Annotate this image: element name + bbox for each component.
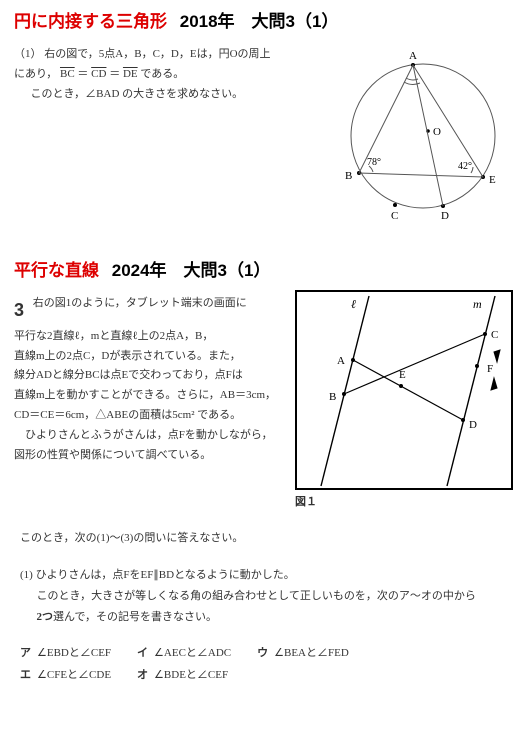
- p3: 直線m上の2点C，Dが表示されている。また，: [14, 350, 241, 362]
- q1-line1: 右の図で，5点A，B，C，D，Eは，円Oの周上: [44, 48, 270, 60]
- choices: ア ∠EBDと∠CEF イ ∠AECと∠ADC ウ ∠BEAと∠FED エ ∠CFEと∠…: [14, 642, 513, 686]
- ch-b-lab: イ: [137, 647, 148, 659]
- eq1: ＝: [77, 68, 88, 80]
- lbl-C: C: [391, 210, 398, 221]
- q1-l2: このとき，大きさが等しくなる角の組み合わせとして正しいものを，次のア〜オの中から: [37, 590, 476, 602]
- lbl-C2: C: [491, 329, 498, 341]
- ch-c: ∠BEAと∠FED: [274, 647, 349, 659]
- lbl-B2: B: [329, 391, 336, 403]
- line-m: [447, 296, 495, 486]
- eq2: ＝: [109, 68, 120, 80]
- q1-line2a: にあり，: [14, 68, 57, 80]
- q1-label: （1）: [14, 48, 42, 60]
- seg-AD: [353, 360, 463, 420]
- lbl-l: ℓ: [351, 297, 356, 311]
- p8: 図形の性質や関係について調べている。: [14, 449, 211, 461]
- p5: 直線m上を動かすことができる。さらに，AB＝3cm，: [14, 389, 276, 401]
- fig-caption: 図１: [295, 494, 513, 512]
- p6: CD＝CE＝6cm，△ABEの面積は5cm² である。: [14, 409, 241, 421]
- lbl-B: B: [345, 170, 352, 182]
- lbl-F2: F: [487, 363, 493, 375]
- problem-text-2: 3 右の図1のように，タブレット端末の画面に 平行な2直線ℓ，mと直線ℓ上の2点…: [14, 290, 283, 512]
- figure-wrap: ℓ m A B C D: [295, 290, 513, 512]
- p1: 右の図1のように，タブレット端末の画面に: [33, 297, 247, 309]
- ch-b: ∠AECと∠ADC: [154, 647, 231, 659]
- title-black-1: 2018年 大問3（1）: [180, 12, 339, 31]
- section-parallel: 平行な直線 2024年 大問3（1） 3 右の図1のように，タブレット端末の画面…: [0, 249, 527, 693]
- ch-e-lab: オ: [137, 669, 148, 681]
- lbl-D: D: [441, 210, 449, 221]
- q1-line3: このとき，∠BAD の大きさを求めなさい。: [31, 88, 244, 100]
- ch-d-lab: エ: [20, 669, 31, 681]
- intro-line: このとき，次の(1)〜(3)の問いに答えなさい。: [14, 528, 513, 549]
- problem-text-1: （1） 右の図で，5点A，B，C，D，Eは，円Oの周上 にあり， BC ＝ CD…: [14, 41, 323, 221]
- heading-2: 平行な直線 2024年 大問3（1）: [14, 257, 513, 284]
- q1-line2b: である。: [140, 68, 184, 80]
- q1-l1: ひよりさんは，点FをEF∥BDとなるように動かした。: [36, 569, 295, 581]
- seg-BC: [344, 334, 485, 394]
- title-red-1: 円に内接する三角形: [14, 12, 167, 31]
- title-black-2: 2024年 大問3（1）: [112, 261, 271, 280]
- arrow-up: [494, 350, 500, 362]
- lbl-m: m: [473, 297, 482, 311]
- lbl-A2: A: [337, 355, 345, 367]
- lbl-D2: D: [469, 419, 477, 431]
- row-2: 3 右の図1のように，タブレット端末の画面に 平行な2直線ℓ，mと直線ℓ上の2点…: [14, 290, 513, 512]
- tri-lines: [359, 65, 483, 206]
- ch-d: ∠CFEと∠CDE: [37, 669, 111, 681]
- heading-1: 円に内接する三角形 2018年 大問3（1）: [14, 8, 513, 35]
- ch-e: ∠BDEと∠CEF: [154, 669, 228, 681]
- arrow-dn: [491, 378, 497, 390]
- angle-E: 42°: [458, 161, 472, 172]
- lbl-A: A: [409, 50, 417, 62]
- label-O: O: [433, 126, 441, 138]
- p2: 平行な2直線ℓ，mと直線ℓ上の2点A，B，: [14, 330, 213, 342]
- p4: 線分ADと線分BCは点Eで交わっており，点Fは: [14, 369, 243, 381]
- subq-1: (1) ひよりさんは，点FをEF∥BDとなるように動かした。 このとき，大きさが…: [14, 565, 513, 628]
- figure-1-box: ℓ m A B C D: [295, 290, 513, 490]
- ch-c-lab: ウ: [257, 647, 268, 659]
- big-3: 3: [14, 300, 24, 320]
- section-circle: 円に内接する三角形 2018年 大問3（1） （1） 右の図で，5点A，B，C，…: [0, 0, 527, 229]
- p7: ひよりさんとふうがさんは，点Fを動かしながら，: [14, 429, 273, 441]
- arc-cd: CD: [91, 68, 106, 80]
- q1-l3a: 2つ: [37, 611, 54, 623]
- pt-E2: [399, 384, 403, 388]
- intro: このとき，次の(1)〜(3)の問いに答えなさい。: [20, 532, 243, 544]
- row-1: （1） 右の図で，5点A，B，C，D，Eは，円Oの周上 にあり， BC ＝ CD…: [14, 41, 513, 221]
- arc-de: DE: [123, 68, 138, 80]
- angle-B: 78°: [367, 157, 381, 168]
- arc-bc: BC: [60, 68, 75, 80]
- q1-l3b: 選んで，その記号を書きなさい。: [53, 611, 217, 623]
- lbl-E2: E: [399, 369, 406, 381]
- ch-a: ∠EBDと∠CEF: [37, 647, 111, 659]
- ch-a-lab: ア: [20, 647, 31, 659]
- pt-F2: [475, 364, 479, 368]
- pt-C: [393, 203, 397, 207]
- title-red-2: 平行な直線: [14, 261, 99, 280]
- lbl-E: E: [489, 174, 496, 186]
- figure-1-svg: ℓ m A B C D: [297, 292, 511, 488]
- circle-diagram: O A B C D E 78° 42°: [333, 41, 513, 221]
- q1-lab: (1): [20, 569, 33, 581]
